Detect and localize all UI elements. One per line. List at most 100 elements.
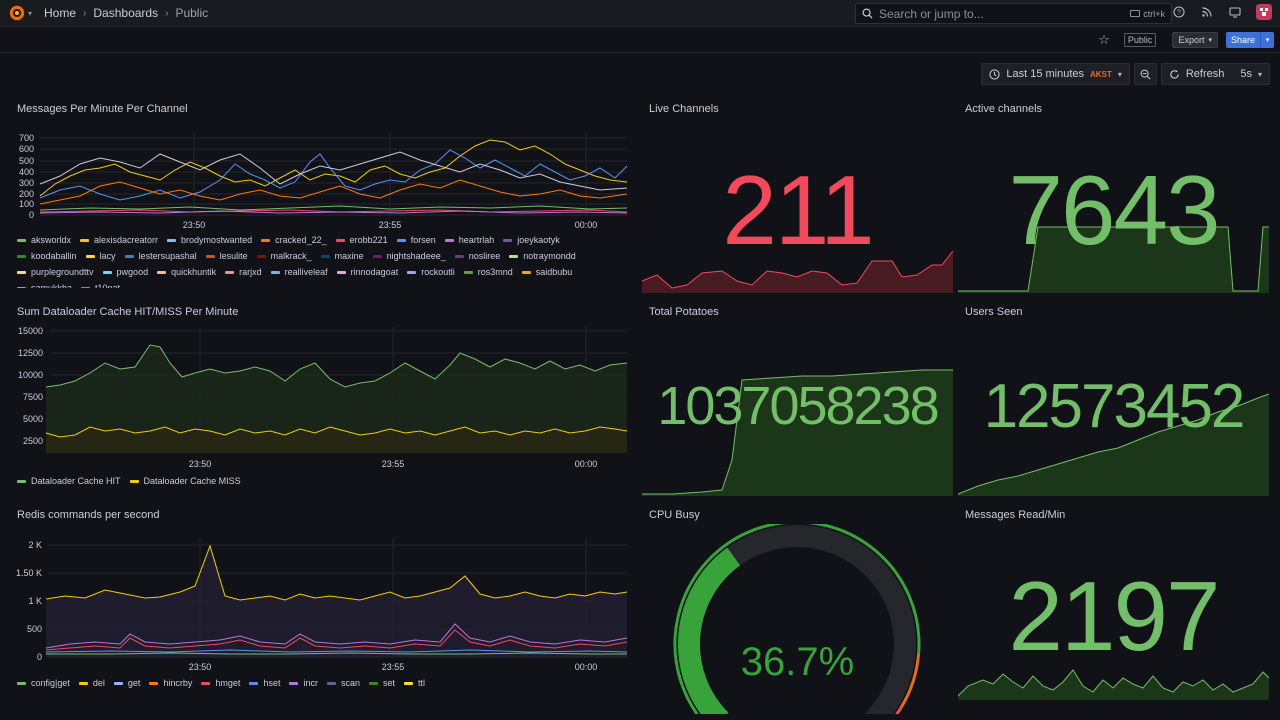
legend-item[interactable]: aksworldx bbox=[17, 232, 71, 248]
legend-item[interactable]: lestersupashal bbox=[124, 248, 197, 264]
news-feed-icon[interactable] bbox=[1200, 5, 1214, 19]
legend-item[interactable]: brodymostwanted bbox=[167, 232, 252, 248]
y-tick: 12500 bbox=[18, 348, 43, 358]
panel-users-seen[interactable]: Users Seen 12573452 bbox=[958, 297, 1269, 496]
legend-item[interactable]: saidbubu bbox=[521, 264, 572, 280]
legend-swatch bbox=[396, 238, 406, 242]
legend-swatch bbox=[335, 238, 345, 242]
legend-item[interactable]: purplegroundttv bbox=[17, 264, 94, 280]
breadcrumb-home[interactable]: Home bbox=[44, 6, 77, 20]
legend-label: hset bbox=[263, 678, 281, 688]
legend-item[interactable]: rockoutli bbox=[407, 264, 455, 280]
series-line bbox=[45, 344, 628, 388]
panel-total-potatoes[interactable]: Total Potatoes 1037058238 bbox=[642, 297, 953, 496]
legend-label: rarjxd bbox=[239, 267, 262, 277]
legend-swatch bbox=[404, 681, 413, 685]
legend-item[interactable]: hmget bbox=[201, 675, 240, 691]
panel-title: Messages Read/Min bbox=[965, 509, 1066, 521]
legend-item[interactable]: koodaballin bbox=[17, 248, 77, 264]
legend-item[interactable]: quickhuntik bbox=[157, 264, 216, 280]
legend-label: rockoutli bbox=[421, 267, 455, 277]
share-button[interactable]: Share bbox=[1225, 31, 1260, 48]
legend-item[interactable]: scan bbox=[326, 675, 360, 691]
legend-item[interactable]: forsen bbox=[396, 232, 436, 248]
search-input[interactable]: Search or jump to... ctrl+k bbox=[855, 3, 1172, 24]
top-nav: ▾ Home › Dashboards › Public Search or j… bbox=[0, 0, 1280, 27]
panel-redis-commands[interactable]: Redis commands per second 2 K 1.50 K 1 K… bbox=[10, 500, 633, 700]
export-button[interactable]: Export ▾ bbox=[1172, 31, 1218, 48]
legend-messages: aksworldx alexisdacreatorr brodymostwanted… bbox=[17, 232, 627, 288]
user-avatar[interactable] bbox=[1256, 4, 1272, 20]
legend-swatch bbox=[167, 238, 177, 242]
legend-item[interactable]: maxine bbox=[320, 248, 364, 264]
refresh-interval[interactable]: 5s bbox=[1240, 68, 1252, 80]
gauge-value bbox=[677, 547, 741, 714]
share-dropdown-icon[interactable]: ▾ bbox=[1260, 31, 1274, 48]
legend-item[interactable]: lacy bbox=[85, 248, 116, 264]
refresh-button[interactable]: Refresh 5s ▾ bbox=[1160, 63, 1270, 85]
legend-item[interactable]: config|get bbox=[17, 675, 70, 691]
legend-item[interactable]: ros3mnd bbox=[463, 264, 513, 280]
legend-item[interactable]: realliveleaf bbox=[270, 264, 328, 280]
panel-active-channels[interactable]: Active channels 7643 bbox=[958, 94, 1269, 293]
legend-label: maxine bbox=[334, 251, 364, 261]
series-line bbox=[45, 544, 628, 601]
legend-item[interactable]: samukkha bbox=[17, 280, 72, 288]
legend-swatch bbox=[80, 238, 90, 242]
legend-item[interactable]: del bbox=[78, 675, 105, 691]
legend-item[interactable]: lesulite bbox=[205, 248, 248, 264]
breadcrumb-dashboards[interactable]: Dashboards bbox=[93, 6, 159, 20]
legend-swatch bbox=[270, 270, 280, 274]
messages-timeseries-chart: 700 600 500 400 300 200 100 0 23:50 23:5… bbox=[19, 132, 628, 230]
legend-item[interactable]: hset bbox=[249, 675, 280, 691]
legend-label: quickhuntik bbox=[171, 267, 217, 277]
users-seen-value: 12573452 bbox=[983, 372, 1246, 441]
legend-item[interactable]: t10nat bbox=[81, 280, 120, 288]
legend-item[interactable]: malkrack_ bbox=[256, 248, 312, 264]
legend-item[interactable]: nosliree bbox=[454, 248, 500, 264]
breadcrumb-public: Public bbox=[175, 6, 209, 20]
legend-swatch bbox=[407, 270, 417, 274]
panel-title: Live Channels bbox=[649, 103, 719, 115]
legend-label: purplegroundttv bbox=[31, 267, 94, 277]
chevron-down-icon[interactable]: ▾ bbox=[28, 8, 33, 18]
help-icon[interactable]: ? bbox=[1172, 5, 1186, 19]
legend-swatch bbox=[17, 681, 26, 685]
panel-dataloader-cache[interactable]: Sum Dataloader Cache HIT/MISS Per Minute… bbox=[10, 297, 633, 493]
kiosk-mode-icon[interactable] bbox=[1228, 5, 1242, 19]
grafana-logo-icon[interactable] bbox=[8, 4, 26, 22]
legend-item[interactable]: cracked_22_ bbox=[261, 232, 327, 248]
panel-cpu-busy[interactable]: CPU Busy 36.7% bbox=[642, 500, 953, 715]
legend-item[interactable]: incr bbox=[289, 675, 318, 691]
legend-swatch bbox=[81, 286, 91, 288]
panel-title: Redis commands per second bbox=[17, 509, 160, 521]
legend-item[interactable]: notraymondd bbox=[509, 248, 576, 264]
legend-label: incr bbox=[303, 678, 318, 688]
legend-item[interactable]: alexisdacreatorr bbox=[80, 232, 158, 248]
legend-item[interactable]: ttl bbox=[404, 675, 425, 691]
panel-messages-per-minute[interactable]: Messages Per Minute Per Channel 700 600 … bbox=[10, 94, 633, 290]
legend-item[interactable]: erobb221 bbox=[335, 232, 388, 248]
series-line bbox=[39, 210, 628, 214]
star-icon[interactable]: ☆ bbox=[1098, 31, 1110, 47]
timezone-label: AKST bbox=[1090, 69, 1112, 79]
legend-item[interactable]: rarjxd bbox=[225, 264, 262, 280]
time-range-picker[interactable]: Last 15 minutes AKST ▾ bbox=[981, 63, 1130, 85]
legend-item[interactable]: Dataloader Cache MISS bbox=[129, 473, 241, 489]
legend-item[interactable]: rinnodagoat bbox=[336, 264, 398, 280]
legend-item[interactable]: set bbox=[368, 675, 395, 691]
legend-item[interactable]: get bbox=[113, 675, 140, 691]
legend-item[interactable]: nightshadeee_ bbox=[372, 248, 446, 264]
total-potatoes-sparkline bbox=[642, 369, 953, 496]
legend-item[interactable]: hincrby bbox=[149, 675, 192, 691]
legend-label: lesulite bbox=[219, 251, 248, 261]
panel-live-channels[interactable]: Live Channels 211 bbox=[642, 94, 953, 293]
legend-item[interactable]: heartrlah bbox=[444, 232, 494, 248]
legend-item[interactable]: Dataloader Cache HIT bbox=[17, 473, 121, 489]
redis-timeseries-chart: 2 K 1.50 K 1 K 500 0 23:50 23:55 00:00 bbox=[16, 538, 628, 672]
legend-item[interactable]: joeykaotyk bbox=[503, 232, 560, 248]
legend-item[interactable]: pwgood bbox=[102, 264, 148, 280]
panel-messages-read[interactable]: Messages Read/Min 2197 bbox=[958, 500, 1269, 700]
zoom-out-button[interactable] bbox=[1133, 63, 1157, 85]
legend-label: notraymondd bbox=[523, 251, 576, 261]
